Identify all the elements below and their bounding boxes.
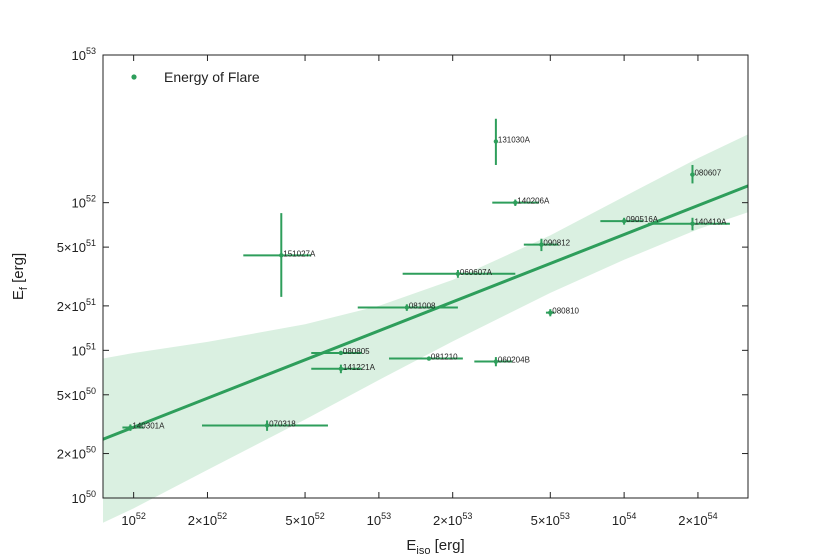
y-tick-label: 5×1050 [57, 386, 96, 403]
marker [493, 359, 499, 364]
x-axis-label: Eiso [erg] [406, 537, 464, 554]
y-axis-label: Ef [erg] [10, 253, 30, 300]
y-tick-label: 1052 [72, 194, 96, 211]
point-label: 060204B [498, 356, 530, 365]
point-label: 151027A [283, 249, 316, 258]
point-label: 090516A [626, 215, 659, 224]
fit-line-layer [102, 184, 749, 441]
point-label: 140301A [132, 422, 165, 431]
marker [404, 305, 410, 310]
point-label: 081008 [409, 302, 436, 311]
y-tick-label: 2×1051 [57, 297, 96, 314]
data-point-060607A: 060607A [402, 268, 516, 278]
marker [539, 242, 544, 247]
confidence-band-layer [103, 134, 748, 523]
marker [426, 356, 432, 361]
point-label: 080607 [694, 169, 721, 178]
marker [493, 139, 499, 144]
marker [455, 271, 461, 276]
legend-label: Energy of Flare [164, 69, 260, 85]
data-point-090812: 090812 [523, 239, 571, 252]
fit-line [102, 184, 749, 441]
data-point-080805: 080805 [311, 347, 370, 356]
x-tick-label: 2×1053 [433, 511, 472, 528]
y-tick-label: 5×1051 [57, 238, 96, 255]
data-point-090516A: 090516A [600, 215, 659, 225]
data-point-140206A: 140206A [492, 197, 550, 206]
marker [338, 366, 344, 371]
data-points-layer: 131030A 080607 140206A 090516A 140419A 090812… [122, 118, 730, 431]
marker [690, 172, 695, 177]
marker [548, 310, 553, 315]
data-point-131030A: 131030A [493, 118, 531, 165]
x-tick-label: 2×1052 [188, 511, 227, 528]
data-point-081210: 081210 [389, 353, 463, 362]
axis-labels: Eiso [erg] Ef [erg] [10, 253, 465, 554]
x-axis-ticks: 1052 2×1052 5×1052 1053 2×1053 5×1053 1054 2×10… [121, 55, 718, 528]
marker [513, 200, 518, 205]
point-label: 090812 [543, 239, 570, 248]
data-point-140419A: 140419A [647, 218, 730, 231]
marker [690, 221, 695, 226]
legend-marker [131, 74, 137, 80]
y-tick-label: 1050 [72, 489, 96, 506]
point-label: 141221A [343, 363, 376, 372]
marker [264, 423, 270, 428]
data-point-140301A: 140301A [122, 422, 165, 431]
point-label: 131030A [498, 135, 531, 144]
data-point-151027A: 151027A [243, 213, 316, 297]
point-label: 140206A [517, 197, 550, 206]
data-point-060204B: 060204B [474, 356, 530, 367]
y-tick-label: 2×1050 [57, 445, 96, 462]
data-point-080810: 080810 [545, 307, 580, 317]
marker [338, 350, 344, 356]
point-label: 081210 [431, 353, 458, 362]
x-tick-label: 2×1054 [678, 511, 717, 528]
plot-frame [102, 54, 749, 499]
data-point-141221A: 141221A [311, 363, 376, 374]
point-label: 080810 [552, 307, 579, 316]
y-tick-label: 1053 [72, 46, 96, 63]
y-axis-ticks: 1050 2×1050 5×1050 1051 2×1051 5×1051 1052 1053 [57, 46, 748, 506]
legend: Energy of Flare [131, 69, 260, 85]
y-tick-label: 1051 [72, 341, 96, 358]
marker [621, 218, 627, 224]
x-tick-label: 1054 [612, 511, 636, 528]
marker [128, 425, 133, 430]
x-tick-label: 1053 [367, 511, 391, 528]
data-point-080607: 080607 [690, 164, 722, 184]
point-label: 070318 [269, 419, 296, 428]
plot-border [102, 54, 749, 499]
data-point-070318: 070318 [202, 419, 328, 431]
marker [279, 253, 284, 258]
x-tick-label: 1052 [121, 511, 145, 528]
point-label: 140419A [694, 218, 727, 227]
confidence-band [103, 134, 748, 523]
point-label: 080805 [343, 347, 370, 356]
data-point-081008: 081008 [357, 302, 458, 311]
point-label: 060607A [460, 268, 493, 277]
x-tick-label: 5×1052 [285, 511, 324, 528]
x-tick-label: 5×1053 [531, 511, 570, 528]
